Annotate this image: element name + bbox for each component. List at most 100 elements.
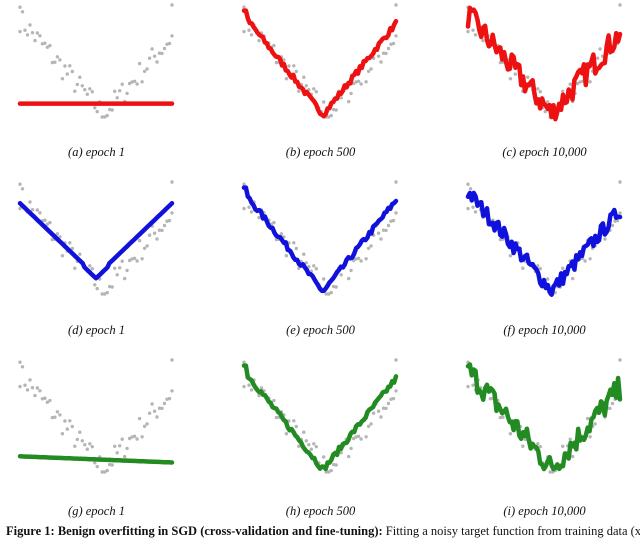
data-point — [150, 47, 154, 51]
data-point — [274, 60, 279, 65]
data-point — [95, 464, 99, 469]
data-point — [466, 29, 470, 34]
data-point — [90, 90, 95, 94]
data-point — [508, 254, 513, 258]
data-point — [25, 33, 30, 37]
data-point — [391, 396, 396, 401]
data-point — [339, 96, 343, 100]
data-point — [135, 82, 139, 86]
data-point — [247, 28, 251, 32]
data-point — [155, 237, 159, 241]
data-point — [85, 92, 90, 96]
data-point — [113, 266, 117, 270]
data-point — [150, 402, 154, 406]
data-point — [142, 424, 147, 428]
data-point — [242, 384, 246, 389]
data-point — [359, 82, 363, 86]
data-point — [339, 451, 343, 455]
data-point — [384, 51, 388, 56]
data-point — [561, 444, 565, 448]
data-point — [322, 100, 326, 104]
subplot-caption: (e) epoch 500 — [286, 323, 355, 337]
data-point — [618, 358, 622, 362]
data-point — [359, 259, 363, 263]
data-point — [170, 358, 174, 362]
data-point — [65, 427, 70, 431]
data-point — [379, 237, 383, 241]
data-point — [25, 388, 30, 392]
data-point — [90, 445, 95, 449]
data-point — [48, 220, 52, 225]
data-point — [35, 31, 40, 35]
data-point — [147, 56, 152, 60]
data-point — [70, 69, 75, 74]
data-point — [60, 77, 65, 81]
data-point — [18, 29, 22, 34]
data-point — [73, 266, 77, 270]
data-point — [145, 67, 149, 71]
data-point — [170, 34, 174, 38]
fit-curve — [465, 190, 623, 297]
data-point — [376, 54, 381, 58]
data-point — [170, 3, 174, 7]
data-point — [366, 424, 371, 428]
data-point — [30, 386, 35, 390]
data-point — [466, 182, 470, 186]
data-point — [70, 424, 75, 429]
data-point — [588, 80, 592, 84]
data-point — [347, 276, 351, 281]
data-point — [157, 406, 162, 410]
data-point — [521, 266, 525, 270]
data-point — [78, 252, 82, 256]
data-point — [123, 454, 127, 459]
data-point — [543, 109, 547, 114]
data-point — [257, 393, 261, 398]
data-point — [369, 244, 373, 248]
data-point — [88, 442, 92, 446]
data-point — [302, 252, 306, 256]
data-point — [334, 285, 338, 289]
data-point — [108, 462, 112, 467]
data-point — [468, 187, 473, 191]
fit-curve — [17, 454, 175, 465]
data-point — [147, 233, 152, 237]
data-point — [115, 96, 119, 100]
data-point — [381, 406, 386, 410]
data-point — [279, 232, 284, 236]
data-point — [120, 437, 124, 441]
data-point — [105, 468, 109, 473]
data-point — [329, 290, 333, 295]
data-point — [376, 231, 381, 235]
data-point — [498, 60, 503, 65]
data-point — [359, 437, 363, 441]
data-point — [43, 218, 47, 222]
data-point — [356, 256, 361, 260]
data-point — [50, 60, 55, 65]
data-point — [113, 444, 117, 448]
data-point — [55, 55, 60, 59]
data-point — [43, 41, 47, 45]
data-point — [110, 285, 114, 289]
data-point — [546, 277, 550, 281]
data-point — [364, 435, 368, 439]
data-point — [167, 396, 172, 401]
data-point — [73, 89, 77, 93]
data-point — [78, 75, 82, 79]
data-point — [58, 413, 62, 417]
data-point — [312, 87, 316, 91]
data-point — [471, 205, 475, 209]
data-point — [386, 401, 391, 406]
data-point — [68, 241, 72, 245]
data-point — [349, 446, 353, 451]
data-point — [608, 406, 612, 411]
data-point — [322, 277, 326, 281]
data-point — [302, 430, 306, 434]
subplot-caption: (i) epoch 10,000 — [503, 504, 586, 518]
data-point — [513, 72, 517, 76]
data-point — [284, 432, 289, 436]
data-point — [561, 266, 565, 270]
data-point — [314, 445, 318, 449]
data-point — [297, 89, 301, 93]
data-point — [327, 292, 331, 296]
